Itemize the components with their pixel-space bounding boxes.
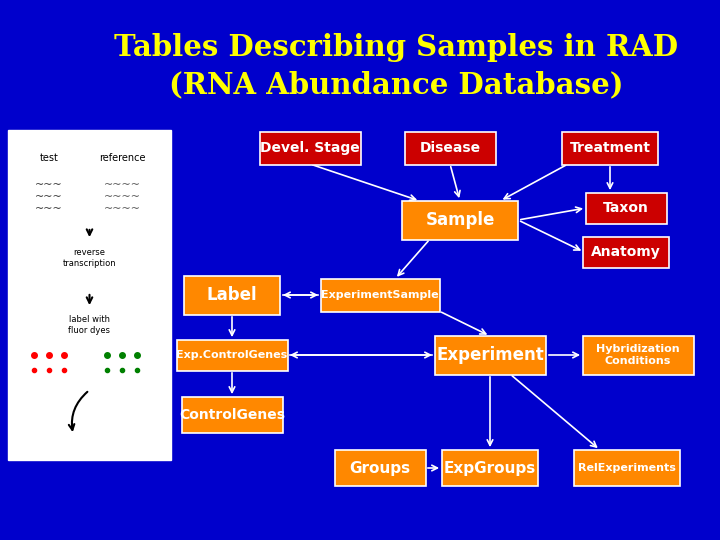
- FancyBboxPatch shape: [583, 237, 669, 267]
- Text: Devel. Stage: Devel. Stage: [260, 141, 360, 155]
- Text: ~~~~: ~~~~: [104, 192, 140, 202]
- Text: ~~~~: ~~~~: [104, 204, 140, 214]
- FancyBboxPatch shape: [259, 132, 361, 165]
- FancyBboxPatch shape: [574, 450, 680, 486]
- FancyBboxPatch shape: [434, 335, 546, 375]
- FancyBboxPatch shape: [582, 335, 693, 375]
- Text: Hybridization
Conditions: Hybridization Conditions: [596, 344, 680, 366]
- Text: (RNA Abundance Database): (RNA Abundance Database): [168, 71, 624, 99]
- FancyBboxPatch shape: [181, 397, 282, 433]
- Text: reference: reference: [99, 153, 145, 163]
- FancyBboxPatch shape: [335, 450, 426, 486]
- FancyBboxPatch shape: [402, 200, 518, 240]
- Text: Disease: Disease: [420, 141, 480, 155]
- Text: Tables Describing Samples in RAD: Tables Describing Samples in RAD: [114, 33, 678, 63]
- Text: ExperimentSample: ExperimentSample: [321, 290, 438, 300]
- FancyBboxPatch shape: [8, 130, 171, 460]
- Text: ControlGenes: ControlGenes: [179, 408, 285, 422]
- Text: ExpGroups: ExpGroups: [444, 461, 536, 476]
- Text: Groups: Groups: [349, 461, 410, 476]
- Text: label with
fluor dyes: label with fluor dyes: [68, 315, 110, 335]
- Text: Sample: Sample: [426, 211, 495, 229]
- FancyBboxPatch shape: [562, 132, 658, 165]
- Text: RelExperiments: RelExperiments: [578, 463, 676, 473]
- Text: test: test: [40, 153, 58, 163]
- Text: Exp.ControlGenes: Exp.ControlGenes: [176, 350, 287, 360]
- FancyBboxPatch shape: [442, 450, 538, 486]
- Text: ~~~~: ~~~~: [104, 180, 140, 190]
- FancyBboxPatch shape: [176, 340, 287, 370]
- Text: Experiment: Experiment: [436, 346, 544, 364]
- Text: Anatomy: Anatomy: [591, 245, 661, 259]
- FancyBboxPatch shape: [320, 279, 439, 312]
- Text: ~~~: ~~~: [35, 180, 63, 190]
- Text: Taxon: Taxon: [603, 201, 649, 215]
- Text: ~~~: ~~~: [35, 192, 63, 202]
- FancyBboxPatch shape: [405, 132, 495, 165]
- Text: reverse
transcription: reverse transcription: [63, 248, 117, 268]
- FancyBboxPatch shape: [585, 192, 667, 224]
- FancyBboxPatch shape: [184, 275, 280, 314]
- Text: Treatment: Treatment: [570, 141, 650, 155]
- Text: Label: Label: [207, 286, 257, 304]
- Text: ~~~: ~~~: [35, 204, 63, 214]
